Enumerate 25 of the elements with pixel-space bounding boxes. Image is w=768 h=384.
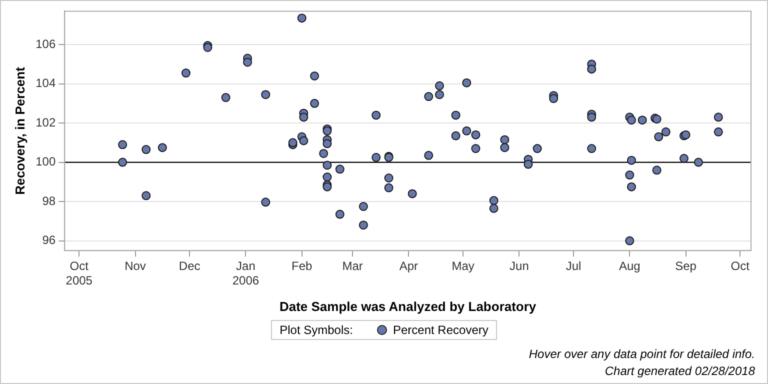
x-tick-label: Dec — [178, 259, 200, 274]
y-tick-label: 104 — [36, 76, 56, 90]
x-tick-label: Sep — [675, 259, 697, 274]
y-tick-label: 98 — [42, 194, 56, 208]
legend-label: Percent Recovery — [392, 323, 488, 337]
x-tick-label: May — [452, 259, 474, 274]
text: Hover over any data point for detailed info. — [528, 346, 755, 363]
x-axis-title: Date Sample was Analyzed by Laboratory — [279, 298, 537, 314]
x-tick-label: Mar — [342, 259, 363, 274]
x-tick-label: Nov — [124, 259, 146, 274]
x-tick-label: Jul — [566, 259, 582, 274]
y-tick-label: 106 — [36, 36, 56, 51]
text: Chart generated 02/28/2018 — [604, 363, 755, 380]
legend-title: Plot Symbols: — [280, 323, 353, 337]
y-tick-label: 102 — [36, 115, 56, 130]
x-tick-label: Aug — [618, 259, 640, 274]
x-tick-label: Apr — [399, 259, 418, 274]
x-tick-label: Oct — [730, 259, 750, 274]
x-tick-label: Jan 2006 — [232, 259, 260, 288]
y-tick-label: 100 — [36, 154, 56, 169]
x-tick-label: Feb — [292, 259, 313, 274]
x-tick-label: Jun — [510, 259, 529, 274]
x-tick-label: Oct 2005 — [66, 259, 93, 288]
y-tick-label: 96 — [42, 233, 56, 248]
y-axis-title: Recovery, in Percent — [12, 66, 28, 195]
